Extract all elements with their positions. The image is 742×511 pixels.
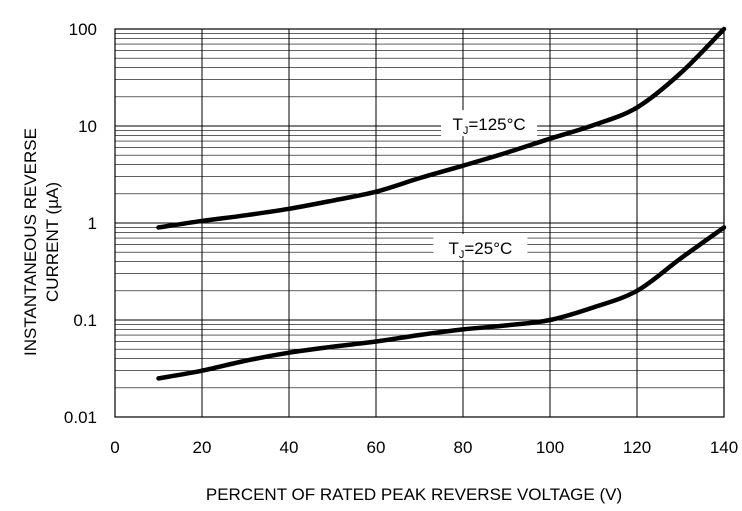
x-tick-label: 120: [623, 438, 651, 457]
grid: [115, 29, 724, 417]
x-tick-label: 140: [710, 438, 738, 457]
series-label-text: TJ=125°C: [452, 115, 525, 137]
series-lines: [156, 26, 727, 381]
x-tick-label: 0: [110, 438, 119, 457]
series-line-tj-125c: [156, 26, 727, 230]
x-tick-label: 100: [536, 438, 564, 457]
x-tick-label: 60: [367, 438, 386, 457]
x-axis-title: PERCENT OF RATED PEAK REVERSE VOLTAGE (V…: [206, 485, 622, 504]
y-axis-title: INSTANTANEOUS REVERSE CURRENT (µA): [21, 128, 62, 356]
x-axis-ticks: 0 20 40 60 80 100 120 140: [110, 438, 738, 457]
y-axis-title-line-2: CURRENT (µA): [43, 182, 62, 302]
x-tick-label: 40: [280, 438, 299, 457]
label-tj-125c: TJ=125°C: [441, 110, 538, 137]
series-line-tj-25c: [156, 225, 727, 381]
y-tick-label: 100: [69, 20, 97, 39]
y-tick-label: 0.01: [64, 408, 97, 427]
series-label-text: TJ=25°C: [448, 239, 512, 261]
y-axis-ticks: 0.01 0.1 1 10 100: [64, 20, 97, 427]
label-background: [441, 110, 538, 137]
label-tj-25c: TJ=25°C: [433, 233, 528, 261]
y-tick-label: 0.1: [73, 311, 97, 330]
y-tick-label: 10: [78, 117, 97, 136]
x-tick-label: 80: [454, 438, 473, 457]
y-tick-label: 1: [88, 214, 97, 233]
label-background: [433, 233, 528, 260]
y-axis-title-line-1: INSTANTANEOUS REVERSE: [21, 128, 40, 356]
x-tick-label: 20: [193, 438, 212, 457]
series-labels: TJ=125°C TJ=25°C: [433, 110, 538, 261]
plot-frame: [114, 28, 725, 418]
